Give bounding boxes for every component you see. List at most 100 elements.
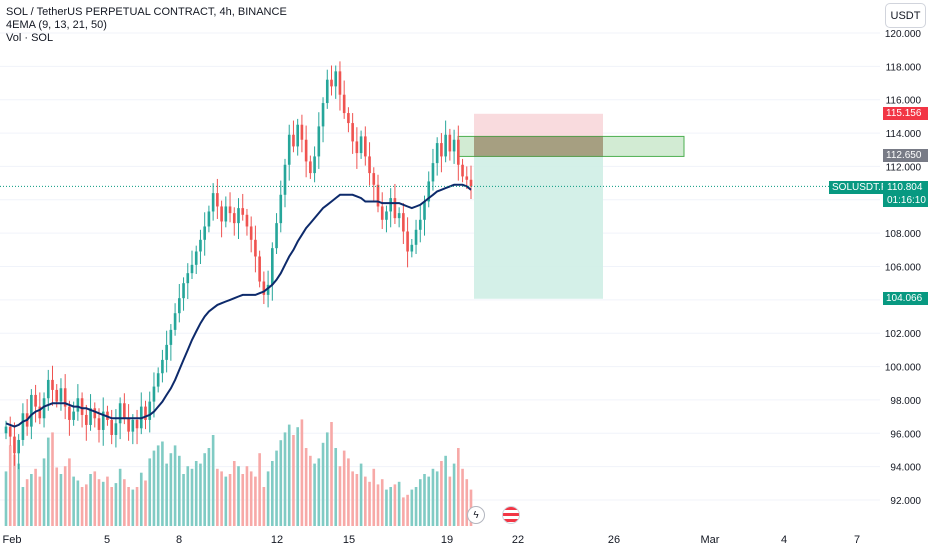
volume-bar	[186, 466, 190, 526]
price-axis-label: 94.000	[890, 463, 921, 474]
volume-bar	[334, 448, 338, 526]
candle	[457, 139, 460, 165]
volume-bar	[80, 487, 84, 526]
candle	[190, 264, 194, 274]
time-axis-label: 22	[512, 534, 524, 546]
price-axis-label: 96.000	[890, 429, 921, 440]
volume-bar	[114, 483, 118, 526]
candle	[254, 239, 257, 257]
volume-bar	[93, 471, 97, 526]
time-axis[interactable]: Feb 5 8 12 15 19 22 26 Mar 4 7	[3, 534, 861, 546]
volume-bar	[266, 471, 270, 526]
candle	[232, 213, 236, 224]
candle	[46, 379, 50, 399]
candle	[110, 419, 113, 435]
candle	[406, 231, 409, 252]
price-axis-label: 108.000	[885, 229, 922, 240]
candle	[389, 198, 392, 212]
volume-bar	[325, 432, 329, 526]
grid-lines	[0, 32, 880, 501]
volume-bar	[245, 466, 249, 526]
candle	[364, 136, 367, 157]
stop-loss-price-tag: 115.156	[883, 107, 928, 120]
stop-loss-zone[interactable]	[474, 113, 603, 156]
volume-bar	[330, 422, 333, 526]
candle	[249, 226, 253, 240]
volume-bar	[292, 435, 295, 526]
volume-bar	[380, 479, 384, 526]
currency-button[interactable]: USDT	[885, 3, 926, 28]
candle	[271, 248, 274, 285]
volume-bar	[461, 468, 464, 526]
candle	[42, 398, 46, 419]
candle	[452, 139, 456, 152]
lightning-icon[interactable]: ϟ	[467, 506, 485, 524]
volume-bar	[300, 419, 304, 526]
candle	[465, 176, 469, 180]
position-tool[interactable]	[457, 113, 685, 299]
candle	[127, 418, 130, 432]
volume-bar	[440, 461, 443, 526]
volume-bar	[156, 445, 160, 526]
last-price-tag: 110.804 01:16:10	[883, 181, 928, 207]
last-price-value: 110.804	[887, 182, 923, 193]
volume-bar	[317, 458, 321, 526]
candle	[266, 284, 270, 295]
volume-indicator-label[interactable]: Vol · SOL	[6, 32, 54, 44]
volume-bar	[173, 445, 177, 526]
volume-bar	[72, 476, 75, 526]
candle	[224, 206, 228, 222]
candle	[93, 408, 97, 419]
candle	[469, 179, 473, 187]
ema-indicator-label[interactable]: 4EMA (9, 13, 21, 50)	[6, 19, 107, 31]
volume-bar	[448, 476, 452, 526]
candle	[203, 226, 206, 240]
candle	[161, 359, 164, 374]
volume-bar	[135, 487, 139, 526]
volume-bar	[296, 427, 299, 526]
volume-bar	[342, 450, 346, 526]
candle	[393, 198, 397, 219]
symbol-title[interactable]: SOL / TetherUS PERPETUAL CONTRACT, 4h, B…	[6, 6, 287, 18]
us-flag-icon[interactable]	[502, 506, 520, 524]
candle	[397, 213, 401, 219]
candle	[148, 401, 152, 420]
candle	[245, 214, 249, 227]
candle	[123, 403, 126, 419]
volume-bar	[262, 487, 266, 526]
target-zone[interactable]	[474, 155, 603, 299]
candle	[325, 79, 329, 104]
volume-bar	[414, 487, 418, 526]
candle	[194, 251, 198, 265]
volume-bar	[148, 458, 152, 526]
volume-bar	[372, 468, 376, 526]
candle	[199, 239, 202, 252]
candle	[220, 206, 223, 222]
volume-bar	[283, 432, 287, 526]
candle	[182, 283, 185, 299]
volume-bar	[271, 461, 274, 526]
candle	[131, 419, 135, 432]
candle	[287, 134, 291, 165]
price-axis-label: 92.000	[890, 496, 921, 507]
volume-bar	[8, 445, 12, 526]
price-axis-label: 120.000	[885, 29, 922, 40]
time-axis-label: 26	[608, 534, 620, 546]
candle	[68, 406, 71, 420]
volume-bar	[13, 454, 16, 526]
volume-bar	[101, 481, 105, 526]
volume-bar	[385, 489, 388, 526]
volume-bar	[25, 479, 29, 526]
candle	[207, 211, 211, 227]
candle	[34, 394, 37, 407]
candle	[351, 123, 354, 142]
candle	[380, 206, 384, 220]
candle	[283, 164, 287, 195]
volume-bar	[165, 463, 168, 526]
price-axis[interactable]: 120.000118.000116.000114.000112.000110.0…	[885, 29, 922, 507]
time-axis-label: 19	[441, 534, 453, 546]
volume-bar	[309, 455, 312, 526]
candle	[144, 406, 147, 420]
candle	[309, 161, 312, 174]
